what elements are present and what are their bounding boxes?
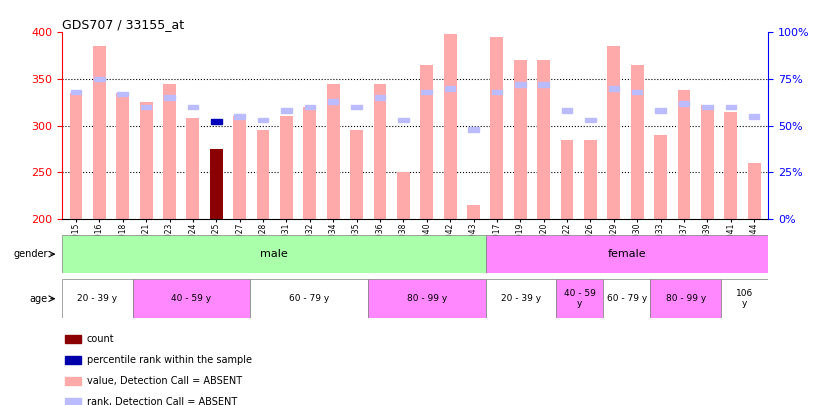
Text: 20 - 39 y: 20 - 39 y [77,294,117,303]
Bar [116,93,129,219]
Bar [328,99,339,104]
Bar [655,108,666,113]
Bar [486,235,768,273]
Bar [62,279,132,318]
Bar [280,116,293,219]
Bar [233,116,246,219]
Bar [397,172,410,219]
Bar [467,205,480,219]
Bar [749,114,759,119]
Bar [491,90,502,94]
Bar [65,398,81,405]
Bar [631,65,643,219]
Bar [701,105,714,219]
Text: percentile rank within the sample: percentile rank within the sample [87,355,252,364]
Text: male: male [260,249,287,259]
Bar [421,90,432,94]
Bar [65,335,81,343]
Text: 40 - 59 y: 40 - 59 y [171,294,211,303]
Bar [327,83,339,219]
Bar [281,108,292,113]
Bar [368,279,486,318]
Bar [351,104,362,109]
Text: GDS707 / 33155_at: GDS707 / 33155_at [62,18,184,31]
Bar [132,279,250,318]
Text: 40 - 59
y: 40 - 59 y [564,289,596,308]
Bar [679,101,689,106]
Bar [609,86,620,91]
Bar [557,279,603,318]
Bar [514,60,527,219]
Bar [211,119,221,124]
Bar [65,356,81,364]
Bar [235,114,245,119]
Bar [305,104,315,109]
Bar [491,37,503,219]
Bar [65,377,81,385]
Bar [71,90,81,94]
Bar [303,107,316,219]
Bar [187,118,199,219]
Bar [607,46,620,219]
Bar [651,279,721,318]
Text: age: age [30,294,48,304]
Bar [398,117,409,122]
Bar [444,34,457,219]
Bar [373,83,387,219]
Bar [93,46,106,219]
Bar [94,77,105,81]
Text: gender: gender [13,249,48,259]
Bar [677,90,691,219]
Bar [725,104,736,109]
Text: 60 - 79 y: 60 - 79 y [289,294,330,303]
Bar [515,82,525,87]
Bar [141,104,151,109]
Bar [117,92,128,96]
Bar [210,149,223,219]
Bar [748,163,761,219]
Bar [375,95,385,100]
Text: 80 - 99 y: 80 - 99 y [406,294,447,303]
Bar [163,83,176,219]
Bar [257,130,269,219]
Bar [250,279,368,318]
Bar [188,104,198,109]
Bar [420,65,433,219]
Text: rank, Detection Call = ABSENT: rank, Detection Call = ABSENT [87,397,237,405]
Bar [702,104,713,109]
Bar [585,117,596,122]
Bar [539,82,549,87]
Bar [468,127,479,132]
Text: count: count [87,334,114,343]
Bar [721,279,768,318]
Bar [62,235,486,273]
Bar [350,130,363,219]
Text: female: female [608,249,646,259]
Bar [654,135,667,219]
Bar [140,102,153,219]
Text: value, Detection Call = ABSENT: value, Detection Call = ABSENT [87,376,242,386]
Bar [486,279,557,318]
Text: 60 - 79 y: 60 - 79 y [607,294,647,303]
Bar [445,86,455,91]
Bar [69,93,83,219]
Bar [164,95,175,100]
Bar [258,117,268,122]
Bar [603,279,651,318]
Text: 80 - 99 y: 80 - 99 y [666,294,706,303]
Text: 106
y: 106 y [736,289,753,308]
Bar [724,111,737,219]
Bar [537,60,550,219]
Bar [562,108,572,113]
Bar [584,139,597,219]
Bar [561,139,573,219]
Text: 20 - 39 y: 20 - 39 y [501,294,541,303]
Bar [632,90,643,94]
